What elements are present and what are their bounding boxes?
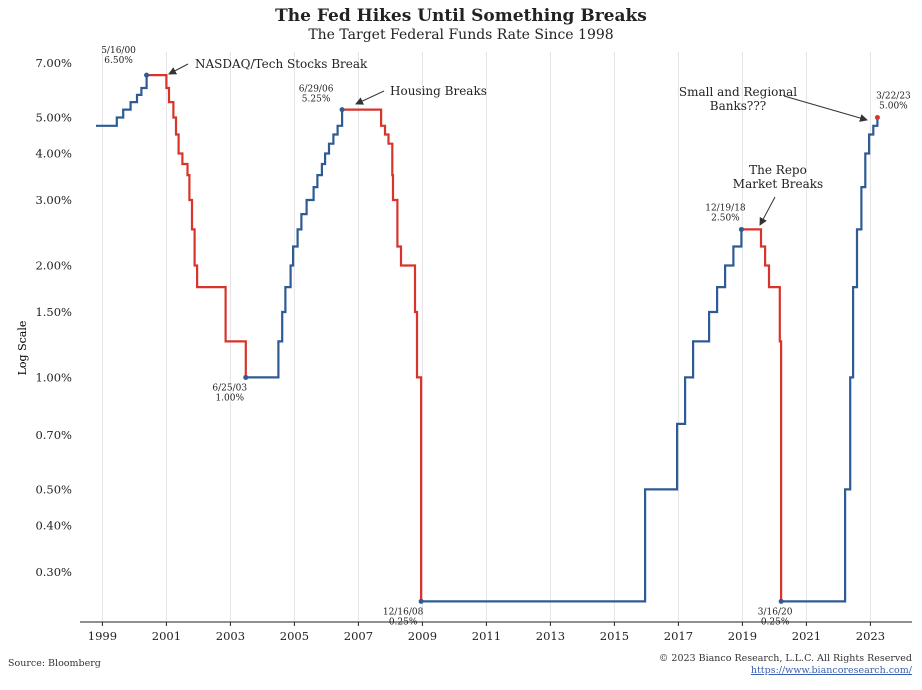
annotation-date: 6/29/06 [299, 85, 334, 95]
rate-cut-line [342, 108, 423, 602]
x-tick-label: 2009 [408, 629, 437, 643]
annotation-date: 6/25/03 [212, 383, 247, 393]
annotation-arrow [355, 90, 385, 105]
x-tick-label: 2015 [600, 629, 629, 643]
annotation-value: 5.00% [879, 101, 908, 111]
annotation-point [339, 107, 345, 113]
annotation-date: 12/19/18 [705, 203, 746, 213]
x-tick-label: 1999 [88, 629, 117, 643]
y-tick-label: 0.30% [35, 565, 72, 579]
chart-subtitle: The Target Federal Funds Rate Since 1998 [308, 27, 614, 43]
annotation-value: 6.50% [104, 56, 133, 66]
chart-title: The Fed Hikes Until Something Breaks [275, 6, 647, 26]
y-tick-label: 4.00% [35, 147, 72, 161]
annotation-arrow [168, 63, 189, 75]
annotation-arrow [783, 95, 868, 122]
annotation-value: 0.25% [389, 617, 418, 627]
x-tick-label: 2013 [536, 629, 565, 643]
annotation-point [243, 374, 249, 380]
annotation-date: 3/22/23 [876, 91, 911, 101]
x-tick-label: 2003 [216, 629, 245, 643]
annotation-value: 1.00% [215, 393, 244, 403]
x-tick-label: 2021 [792, 629, 821, 643]
annotation-point [778, 598, 784, 604]
annotation-label: Banks??? [710, 99, 766, 113]
y-tick-label: 2.00% [35, 258, 72, 272]
annotation-point [144, 72, 150, 78]
x-tick-label: 2019 [728, 629, 757, 643]
grid-layer [101, 52, 871, 622]
rate-hike-line [245, 109, 344, 379]
series-layer [96, 73, 879, 603]
axis-layer: Log Scale 1999 2001 2003 2005 2007 2009 2011 20… [16, 56, 912, 643]
x-tick-label: 2005 [280, 629, 309, 643]
website-link[interactable]: https://www.biancoresearch.com/ [750, 665, 912, 676]
annotation-label: Small and Regional [679, 85, 797, 99]
y-tick-label: 0.70% [35, 428, 72, 442]
y-tick-label: 5.00% [35, 110, 72, 124]
annotation-date: 3/16/20 [758, 607, 793, 617]
x-tick-label: 2023 [856, 629, 885, 643]
annotation-date: 12/16/08 [383, 607, 424, 617]
x-tick-label: 2011 [472, 629, 501, 643]
annotation-value: 0.25% [761, 617, 790, 627]
annotation-label: Housing Breaks [390, 84, 487, 98]
y-axis-label: Log Scale [16, 321, 29, 376]
annotation-label: NASDAQ/Tech Stocks Break [195, 57, 368, 71]
annotation-arrow [759, 196, 776, 226]
annotation-label: The Repo [749, 163, 807, 177]
x-tick-label: 2017 [664, 629, 693, 643]
rate-cut-line [741, 228, 783, 602]
copyright-note: © 2023 Bianco Research, L.L.C. All Right… [658, 653, 912, 664]
y-tick-label: 0.40% [35, 518, 72, 532]
rate-hike-line [96, 75, 148, 127]
y-tick-label: 7.00% [35, 56, 72, 70]
y-tick-label: 0.50% [35, 482, 72, 496]
annotation-value: 2.50% [711, 213, 740, 223]
y-tick-label: 3.00% [35, 193, 72, 207]
x-tick-label: 2007 [344, 629, 373, 643]
annotation-point [418, 598, 424, 604]
annotation-point [874, 114, 880, 120]
annotation-label: Market Breaks [733, 177, 823, 191]
annotation-date: 5/16/00 [101, 46, 136, 56]
annotation-point [738, 226, 744, 232]
y-tick-label: 1.50% [35, 305, 72, 319]
annotation-value: 5.25% [302, 95, 331, 105]
rate-hike-line [421, 229, 743, 603]
x-tick-label: 2001 [152, 629, 181, 643]
y-tick-label: 1.00% [35, 370, 72, 384]
source-note: Source: Bloomberg [8, 658, 101, 669]
rate-hike-line [781, 117, 879, 603]
annotation-layer: 5/16/006.50% NASDAQ/Tech Stocks Break 6/29… [101, 46, 911, 627]
rate-cut-line [146, 73, 247, 378]
